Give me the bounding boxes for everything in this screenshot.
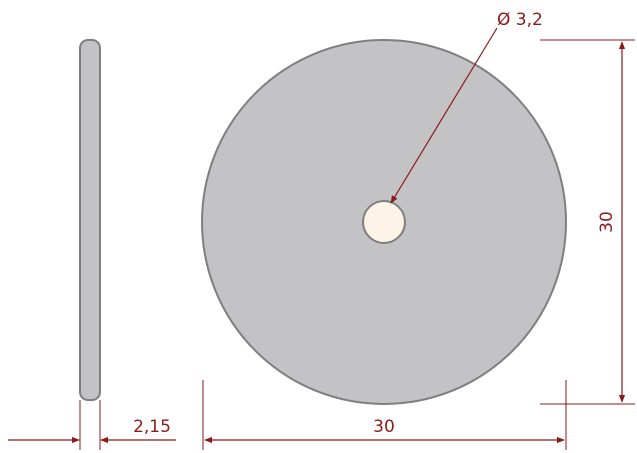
center-hole (363, 201, 405, 243)
hole-diameter-label: Ø 3,2 (497, 10, 543, 30)
washer-side-view (80, 40, 100, 400)
height-dimension-label: 30 (597, 211, 617, 233)
thickness-dimension-label: 2,15 (133, 417, 171, 437)
width-dimension-label: 30 (373, 417, 395, 437)
